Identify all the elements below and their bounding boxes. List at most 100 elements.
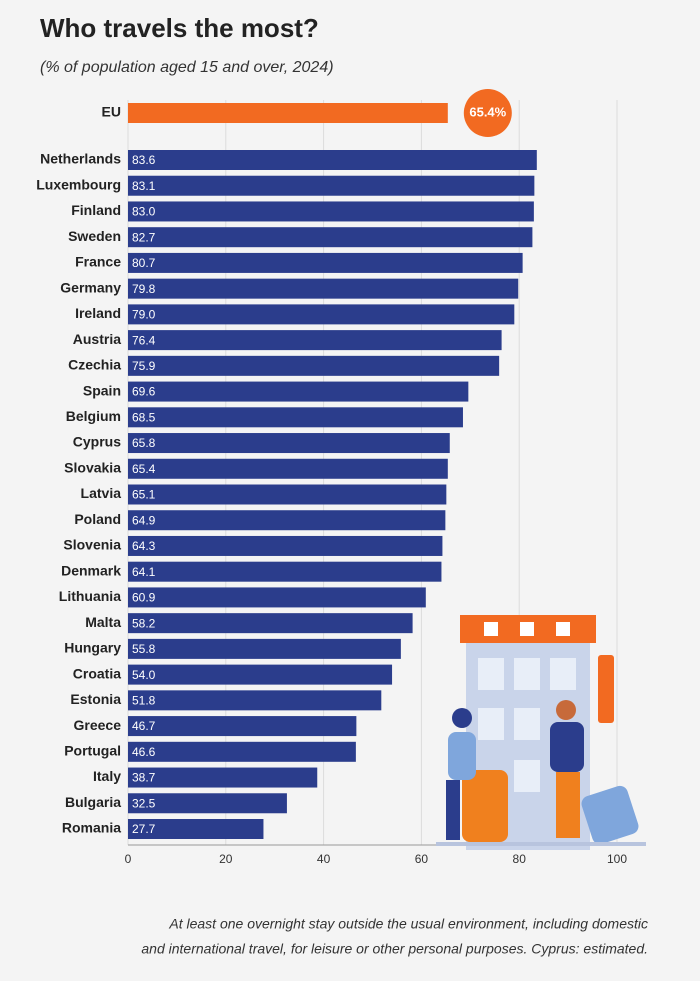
window bbox=[514, 760, 540, 792]
bar bbox=[128, 201, 534, 222]
value-label: 65.4% bbox=[469, 104, 506, 119]
category-label: Bulgaria bbox=[65, 794, 121, 810]
bar bbox=[128, 561, 442, 582]
note: and international travel, for leisure or… bbox=[141, 941, 648, 957]
x-tick-label: 0 bbox=[125, 852, 132, 866]
value-label: 79.8 bbox=[132, 282, 156, 296]
category-label: Estonia bbox=[70, 691, 121, 707]
value-label: 69.6 bbox=[132, 385, 156, 399]
category-label: EU bbox=[102, 104, 121, 120]
value-label: 76.4 bbox=[132, 333, 156, 347]
x-tick-label: 40 bbox=[317, 852, 331, 866]
bar bbox=[128, 175, 535, 196]
value-label: 65.1 bbox=[132, 488, 156, 502]
chart-subtitle: (% of population aged 15 and over, 2024) bbox=[40, 59, 334, 76]
person-legs bbox=[446, 780, 460, 840]
window bbox=[478, 658, 504, 690]
x-tick-label: 80 bbox=[513, 852, 527, 866]
category-label: Slovenia bbox=[63, 537, 121, 553]
chart-title: Who travels the most? bbox=[40, 13, 319, 43]
bar bbox=[128, 587, 426, 608]
category-label: Croatia bbox=[73, 665, 121, 681]
value-label: 27.7 bbox=[132, 822, 156, 836]
bar bbox=[128, 690, 382, 711]
value-label: 64.3 bbox=[132, 539, 156, 553]
value-label: 80.7 bbox=[132, 256, 156, 270]
ground bbox=[436, 842, 646, 846]
category-label: Latvia bbox=[81, 485, 122, 501]
bar bbox=[128, 252, 523, 273]
category-label: Czechia bbox=[68, 357, 121, 373]
value-label: 82.7 bbox=[132, 230, 156, 244]
bar bbox=[128, 510, 446, 531]
value-label: 83.0 bbox=[132, 205, 156, 219]
value-label: 65.4 bbox=[132, 462, 156, 476]
bar bbox=[128, 330, 502, 351]
category-label: Poland bbox=[74, 511, 121, 527]
bar bbox=[128, 150, 537, 170]
category-label: Ireland bbox=[75, 305, 121, 321]
value-label: 58.2 bbox=[132, 616, 156, 630]
category-label: France bbox=[75, 254, 121, 270]
bar bbox=[128, 278, 519, 299]
bar bbox=[128, 227, 533, 248]
bar bbox=[128, 716, 357, 737]
value-label: 32.5 bbox=[132, 796, 156, 810]
bar bbox=[128, 355, 500, 376]
window bbox=[556, 622, 570, 636]
value-label: 64.1 bbox=[132, 565, 156, 579]
bar bbox=[128, 433, 450, 454]
value-label: 55.8 bbox=[132, 642, 156, 656]
person-legs bbox=[556, 772, 580, 838]
category-label: Romania bbox=[62, 820, 121, 836]
category-label: Italy bbox=[93, 768, 121, 784]
category-label: Austria bbox=[73, 331, 121, 347]
bar bbox=[128, 613, 413, 634]
person-body bbox=[448, 732, 476, 780]
bar bbox=[128, 458, 448, 479]
value-label: 54.0 bbox=[132, 668, 156, 682]
value-label: 83.6 bbox=[132, 153, 156, 167]
bar bbox=[128, 103, 448, 123]
person-body bbox=[550, 722, 584, 772]
category-label: Slovakia bbox=[64, 459, 121, 475]
bar bbox=[128, 819, 264, 839]
bar bbox=[128, 793, 287, 814]
note: At least one overnight stay outside the … bbox=[168, 916, 648, 932]
category-label: Netherlands bbox=[40, 151, 121, 167]
x-tick-label: 60 bbox=[415, 852, 429, 866]
category-label: Greece bbox=[74, 717, 122, 733]
value-label: 46.6 bbox=[132, 745, 156, 759]
category-label: Germany bbox=[60, 279, 121, 295]
bar bbox=[128, 741, 356, 762]
x-tick-label: 100 bbox=[607, 852, 627, 866]
suitcase bbox=[462, 770, 508, 842]
value-label: 38.7 bbox=[132, 771, 156, 785]
value-label: 68.5 bbox=[132, 410, 156, 424]
bar bbox=[128, 664, 393, 685]
category-label: Belgium bbox=[66, 408, 121, 424]
window bbox=[514, 658, 540, 690]
window bbox=[550, 658, 576, 690]
bar bbox=[128, 484, 447, 505]
category-label: Luxembourg bbox=[36, 176, 121, 192]
hotel-sign bbox=[598, 655, 614, 723]
x-tick-label: 20 bbox=[219, 852, 233, 866]
value-label: 75.9 bbox=[132, 359, 156, 373]
bars: EU 65.4% Netherlands 83.6 Luxembourg 83.1 Finl… bbox=[36, 89, 537, 839]
category-label: Spain bbox=[83, 382, 121, 398]
bar bbox=[128, 407, 463, 428]
window bbox=[514, 708, 540, 740]
value-label: 46.7 bbox=[132, 719, 156, 733]
window bbox=[484, 622, 498, 636]
bar bbox=[128, 535, 443, 556]
bar bbox=[128, 304, 515, 325]
value-label: 64.9 bbox=[132, 513, 156, 527]
bar bbox=[128, 638, 401, 659]
category-label: Hungary bbox=[64, 640, 121, 656]
value-label: 60.9 bbox=[132, 591, 156, 605]
value-label: 83.1 bbox=[132, 179, 156, 193]
bar bbox=[128, 381, 469, 402]
person-head bbox=[556, 700, 576, 720]
